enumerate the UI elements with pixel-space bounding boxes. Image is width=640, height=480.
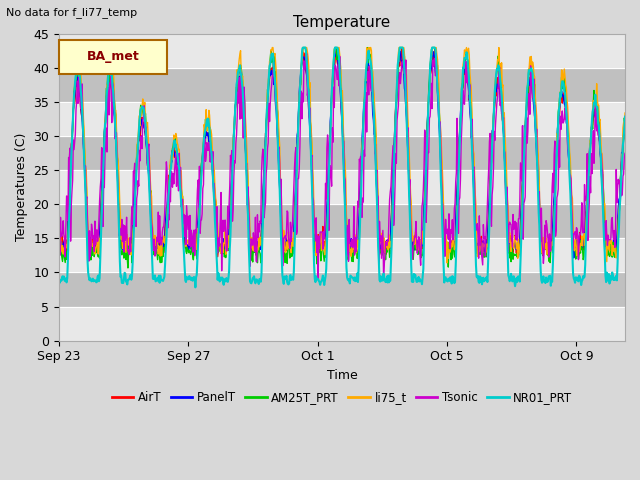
NR01_PRT (298, 51, 306, 57)
AirT (372, 162, 380, 168)
NR01_PRT (339, 146, 347, 152)
Bar (59, 136, 625, 170)
AirT (339, 143, 347, 148)
AM25T_PRT (375, 220, 383, 226)
Line: Tsonic: Tsonic (59, 54, 625, 279)
Tsonic (372, 173, 380, 179)
Bar (59, 307, 625, 341)
AirT (199, 147, 207, 153)
PanelT (621, 126, 629, 132)
Y-axis label: Temperatures (C): Temperatures (C) (15, 133, 28, 241)
AM25T_PRT (372, 150, 380, 156)
Line: NR01_PRT: NR01_PRT (59, 48, 625, 288)
PanelT (371, 131, 379, 136)
NR01_PRT (621, 114, 629, 120)
NR01_PRT (191, 285, 199, 290)
NR01_PRT (375, 258, 383, 264)
AirT (438, 176, 445, 182)
li75_t (443, 260, 451, 266)
Bar (59, 102, 625, 136)
Line: li75_t: li75_t (59, 48, 625, 263)
Bar (59, 204, 625, 239)
li75_t (199, 148, 207, 154)
Tsonic (438, 173, 445, 179)
X-axis label: Time: Time (326, 369, 358, 382)
Title: Temperature: Temperature (294, 15, 390, 30)
li75_t (374, 195, 382, 201)
AM25T_PRT (621, 122, 629, 128)
li75_t (339, 88, 346, 94)
AM25T_PRT (200, 140, 207, 145)
NR01_PRT (372, 178, 380, 184)
AirT (375, 234, 383, 240)
li75_t (372, 116, 380, 122)
Line: PanelT: PanelT (59, 51, 625, 258)
AirT (332, 45, 339, 50)
li75_t (437, 132, 445, 138)
Tsonic (303, 51, 310, 57)
AirT (621, 129, 629, 134)
AM25T_PRT (124, 265, 132, 271)
NR01_PRT (300, 45, 307, 50)
AM25T_PRT (438, 161, 445, 167)
Line: AM25T_PRT: AM25T_PRT (59, 48, 625, 268)
Text: BA_met: BA_met (86, 50, 140, 63)
Bar (59, 273, 625, 307)
PanelT (437, 168, 445, 173)
Bar (59, 34, 625, 68)
li75_t (55, 235, 63, 241)
AM25T_PRT (298, 50, 306, 56)
li75_t (621, 110, 629, 116)
FancyBboxPatch shape (59, 40, 166, 74)
PanelT (397, 48, 404, 54)
Tsonic (375, 263, 383, 269)
Tsonic (314, 276, 322, 282)
Tsonic (199, 186, 207, 192)
PanelT (374, 206, 381, 212)
NR01_PRT (438, 194, 445, 200)
li75_t (298, 58, 306, 64)
AM25T_PRT (55, 240, 63, 245)
AM25T_PRT (299, 45, 307, 50)
AirT (55, 243, 63, 249)
Bar (59, 170, 625, 204)
Legend: AirT, PanelT, AM25T_PRT, li75_t, Tsonic, NR01_PRT: AirT, PanelT, AM25T_PRT, li75_t, Tsonic,… (107, 386, 577, 409)
Tsonic (339, 139, 347, 144)
NR01_PRT (55, 277, 63, 283)
Line: AirT: AirT (59, 48, 625, 258)
Tsonic (55, 231, 63, 237)
PanelT (298, 65, 305, 71)
Text: No data for f_li77_temp: No data for f_li77_temp (6, 7, 138, 18)
Bar (59, 239, 625, 273)
Tsonic (621, 150, 629, 156)
Bar (59, 68, 625, 102)
AirT (298, 60, 306, 66)
Tsonic (298, 88, 305, 94)
PanelT (338, 115, 346, 120)
PanelT (55, 241, 63, 247)
NR01_PRT (200, 141, 207, 147)
li75_t (268, 45, 276, 50)
PanelT (570, 255, 577, 261)
PanelT (199, 151, 207, 157)
AM25T_PRT (339, 122, 347, 128)
AirT (248, 255, 256, 261)
